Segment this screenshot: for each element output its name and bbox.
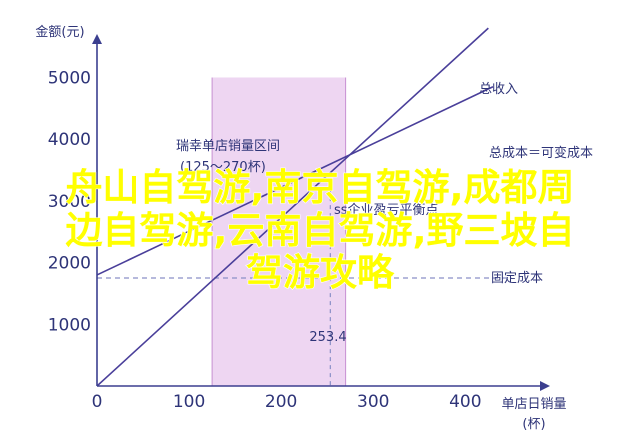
total-cost-line [96, 86, 494, 276]
x-axis-arrow [540, 381, 550, 391]
watermark-line: 驾游攻略 [246, 251, 395, 294]
y-tick-label: 1000 [48, 315, 91, 335]
sales-range-band [212, 77, 346, 386]
breakeven-point-label: ss企业盈亏平衡点 [334, 202, 439, 218]
total-revenue-label: 总收入 [479, 82, 518, 97]
x-tick-label: 300 [357, 392, 389, 412]
total-revenue-line [96, 27, 489, 387]
x-axis-title: 单店日销量 [501, 397, 566, 412]
x-tick-label: 200 [265, 392, 297, 412]
fixed-cost-label: 固定成本 [491, 271, 543, 286]
y-tick-label: 2000 [48, 254, 91, 274]
total-cost-label: 总成本＝可变成本 [489, 145, 593, 161]
band-label: 瑞幸单店销量区间 [176, 139, 280, 154]
x-tick-label: 100 [173, 392, 205, 412]
breakeven-value-label: 253.4 [309, 330, 346, 345]
x-tick-label: 0 [92, 392, 103, 412]
y-tick-label: 4000 [48, 130, 91, 150]
watermark-line: 边自驾游,云南自驾游,野三坡自 [65, 209, 574, 252]
y-tick-label: 3000 [48, 192, 91, 212]
band-range-label: (125～270杯) [180, 160, 266, 175]
x-axis-unit: (杯) [522, 417, 545, 432]
y-axis-arrow [92, 34, 102, 44]
x-tick-label: 400 [449, 392, 481, 412]
watermark-line: 舟山自驾游,南京自驾游,成都周 [65, 166, 574, 209]
y-tick-label: 5000 [48, 69, 91, 89]
y-axis-title: 金额(元) [35, 24, 84, 40]
